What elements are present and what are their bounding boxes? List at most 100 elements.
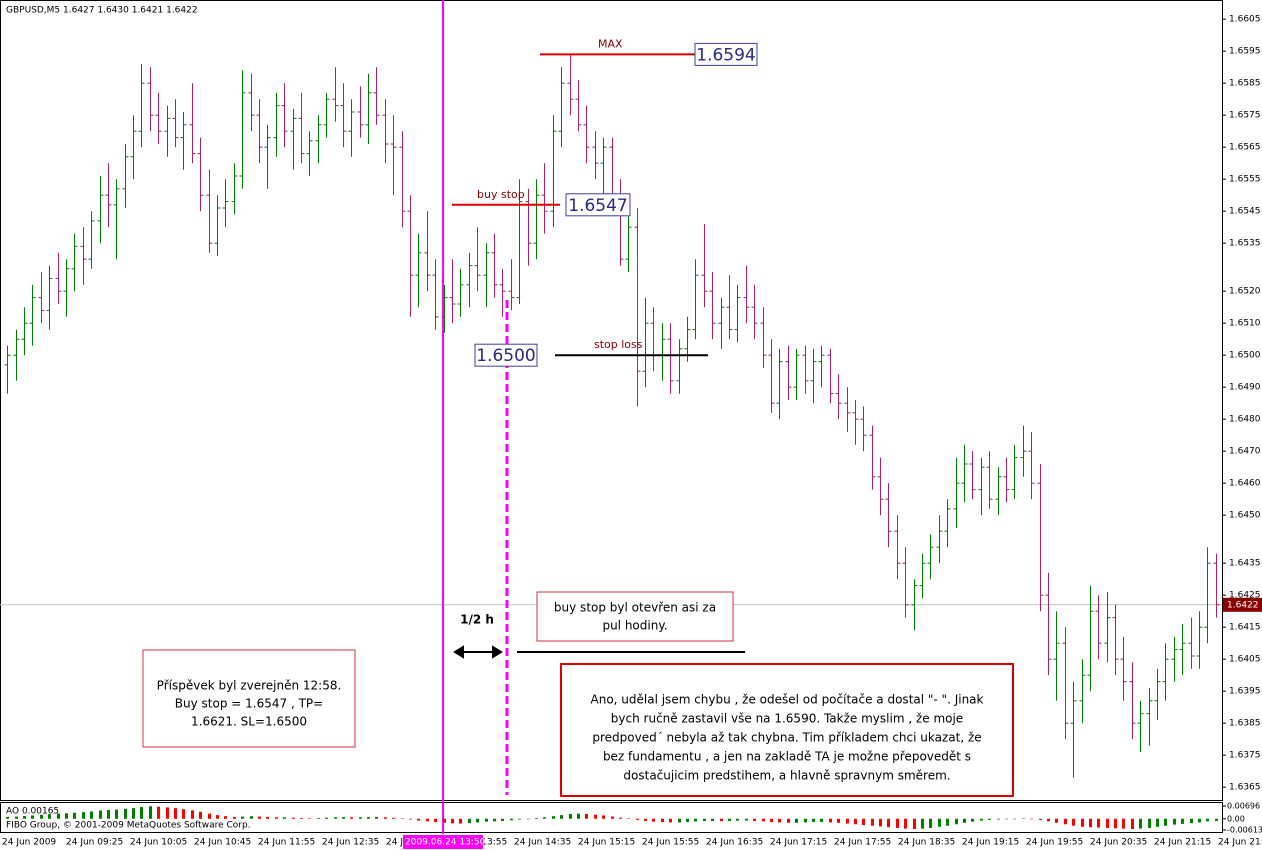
- ao-bar: [275, 817, 278, 819]
- ao-bar: [678, 818, 681, 823]
- ao-bar: [224, 816, 227, 819]
- ao-bar: [1139, 818, 1142, 829]
- y-tick-label: 1.6365: [1229, 783, 1261, 793]
- x-tick-label: 24 Jun 2009: [2, 838, 56, 848]
- y-tick-label: 1.6405: [1229, 655, 1261, 665]
- ao-bar: [493, 818, 496, 822]
- ao-bar: [644, 818, 647, 821]
- ao-bar: [409, 818, 412, 820]
- ao-bar: [602, 815, 605, 819]
- indicator-title: AO 0.00165: [6, 807, 59, 817]
- y-tick-label: 1.6385: [1229, 719, 1261, 729]
- y-tick-label: 1.6585: [1229, 79, 1261, 89]
- ao-bar: [31, 815, 34, 819]
- ao-bar: [1156, 818, 1159, 827]
- ao-bar: [485, 818, 488, 822]
- ao-bar: [812, 818, 815, 823]
- note-line: bez fundamentu , a jen na zakladě TA je …: [603, 750, 971, 764]
- x-tick-label: 24 Jun 09:25: [66, 838, 123, 848]
- ao-bar: [401, 818, 404, 819]
- ao-bar: [694, 818, 697, 822]
- x-tick-label: 24 Jun 20:35: [1090, 838, 1147, 848]
- x-tick-label: 24 Jun 12:35: [322, 838, 379, 848]
- copyright: FIBO Group, © 2001-2009 MetaQuotes Softw…: [6, 821, 251, 831]
- ao-bar: [317, 818, 320, 819]
- ao-bar: [988, 818, 991, 820]
- ao-bar: [250, 816, 253, 819]
- ao-bar: [1131, 818, 1134, 830]
- ao-bar: [443, 818, 446, 823]
- ao-bar: [577, 813, 580, 819]
- ao-bar: [359, 817, 362, 819]
- ao-bar: [980, 818, 983, 821]
- x-tick-label: 24 Jun 21:55: [1218, 838, 1262, 848]
- x-tick-label: 24 Jun 11:55: [258, 838, 315, 848]
- y-tick-label: 1.6490: [1229, 383, 1261, 393]
- level-value: 1.6547: [568, 196, 627, 216]
- ao-bar: [896, 818, 899, 828]
- ao-bar: [216, 815, 219, 819]
- ao-bar: [334, 817, 337, 819]
- y-tick-label: 1.6520: [1229, 287, 1261, 297]
- note-line: predpoved´ nebyla až tak chybna. Tim pří…: [592, 731, 981, 745]
- ao-bar: [384, 817, 387, 819]
- marker-time-box: [403, 835, 483, 849]
- ao-bar: [1122, 818, 1125, 829]
- note-box: [536, 591, 734, 642]
- y-tick-label: 1.6480: [1229, 415, 1261, 425]
- y-tick-label: 1.6500: [1229, 351, 1261, 361]
- x-tick-label: 24 Jun 10:45: [194, 838, 251, 848]
- ao-bar: [23, 816, 26, 819]
- ao-bar: [417, 818, 420, 821]
- ao-bar: [929, 818, 932, 828]
- note-box: [142, 649, 356, 748]
- y-tick-label: 1.6415: [1229, 623, 1261, 633]
- ao-bar: [543, 817, 546, 819]
- ao-bar: [1215, 818, 1218, 821]
- ao-bar: [1148, 818, 1151, 828]
- ao-bar: [426, 818, 429, 822]
- ao-bar: [1055, 818, 1058, 823]
- x-tick-label: 24 Jun 15:55: [642, 838, 699, 848]
- ao-bar: [241, 816, 244, 819]
- ao-bar: [770, 818, 773, 823]
- ao-bar: [787, 818, 790, 823]
- y-tick-label: 1.6595: [1229, 47, 1261, 57]
- ao-bar: [99, 810, 102, 819]
- ao-bar: [342, 817, 345, 819]
- indicator-tick-label: -0.00613: [1227, 826, 1262, 835]
- current-price-box: [1223, 597, 1262, 612]
- ao-bar: [854, 818, 857, 825]
- ao-bar: [1013, 818, 1016, 820]
- ao-bar: [233, 816, 236, 819]
- ao-bar: [375, 816, 378, 819]
- ao-bar: [745, 818, 748, 821]
- ao-bar: [1030, 818, 1033, 820]
- ao-bar: [6, 816, 9, 819]
- ao-bar: [468, 818, 471, 824]
- ao-bar: [434, 818, 437, 823]
- ao-bar: [535, 818, 538, 819]
- ao-bar: [669, 818, 672, 823]
- ao-bar: [149, 806, 152, 819]
- ao-bar: [1005, 818, 1008, 820]
- level-name: buy stop: [477, 188, 525, 201]
- ao-bar: [1181, 818, 1184, 824]
- ao-bar: [652, 818, 655, 822]
- x-tick-label: 24 Jun 15:15: [578, 838, 635, 848]
- ao-bar: [560, 815, 563, 819]
- ao-bar: [73, 812, 76, 819]
- y-tick-label: 1.6555: [1229, 175, 1261, 185]
- ao-bar: [955, 818, 958, 825]
- ao-bar: [182, 809, 185, 819]
- y-tick-label: 1.6545: [1229, 207, 1261, 217]
- ao-bar: [762, 818, 765, 822]
- ao-bar: [887, 818, 890, 828]
- y-tick-label: 1.6435: [1229, 559, 1261, 569]
- x-tick-label: 24 Jun 21:15: [1154, 838, 1211, 848]
- ao-bar: [728, 818, 731, 821]
- ao-bar: [871, 818, 874, 826]
- level-name: stop loss: [594, 338, 643, 351]
